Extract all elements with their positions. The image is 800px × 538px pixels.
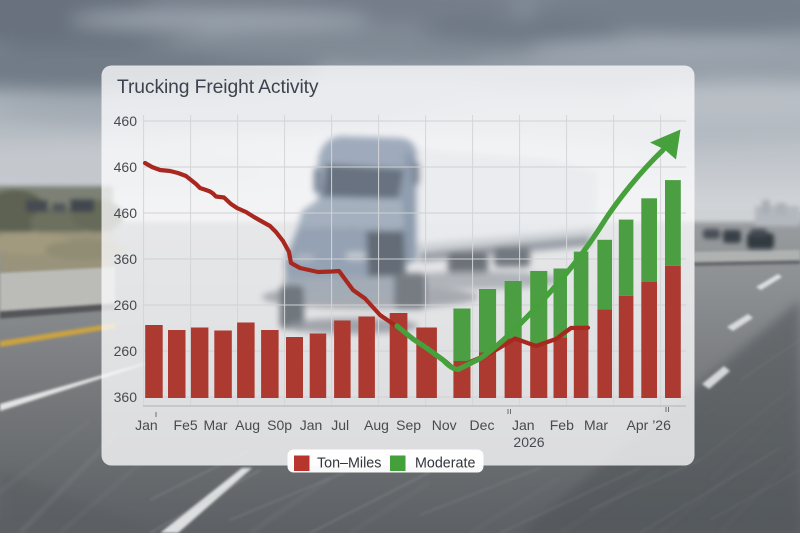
- svg-text:Aug: Aug: [364, 417, 389, 433]
- svg-text:460: 460: [114, 159, 138, 175]
- svg-text:360: 360: [114, 389, 138, 405]
- svg-text:Apr ’26: Apr ’26: [627, 417, 672, 433]
- svg-text:Feb: Feb: [550, 417, 574, 433]
- svg-text:Sep: Sep: [396, 417, 421, 433]
- svg-text:Jul: Jul: [331, 417, 349, 433]
- svg-text:260: 260: [114, 297, 138, 313]
- svg-text:S0p: S0p: [267, 417, 292, 433]
- svg-text:Moderate: Moderate: [415, 456, 475, 472]
- svg-text:260: 260: [114, 343, 138, 359]
- svg-text:Mar: Mar: [584, 417, 608, 433]
- svg-text:Fe5: Fe5: [174, 417, 198, 433]
- svg-text:Trucking Freight Activity: Trucking Freight Activity: [117, 77, 319, 98]
- svg-text:360: 360: [114, 251, 138, 267]
- svg-text:Ton–Miles: Ton–Miles: [317, 456, 381, 472]
- svg-text:2026: 2026: [513, 434, 544, 450]
- svg-text:Jan: Jan: [512, 417, 535, 433]
- svg-text:Aug: Aug: [235, 417, 260, 433]
- svg-text:460: 460: [114, 205, 138, 221]
- svg-text:Jan: Jan: [135, 417, 158, 433]
- svg-text:460: 460: [114, 113, 138, 129]
- svg-text:Nov: Nov: [432, 417, 457, 433]
- svg-text:Jan: Jan: [300, 417, 323, 433]
- svg-text:Dec: Dec: [470, 417, 495, 433]
- svg-text:Mar: Mar: [203, 417, 227, 433]
